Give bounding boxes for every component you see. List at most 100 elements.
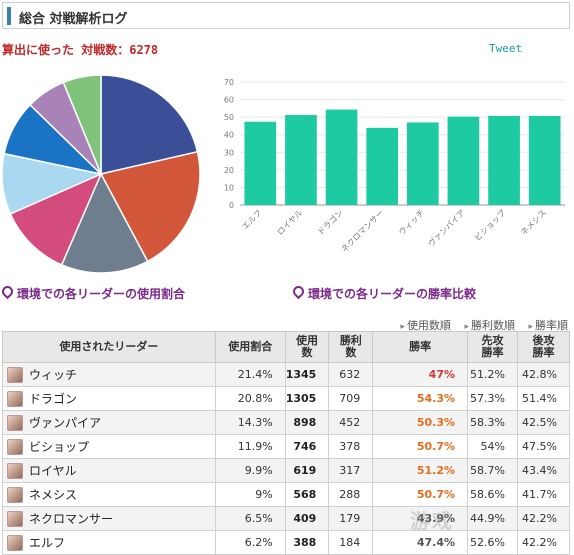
win-rate-cell: 50.7% — [372, 434, 469, 459]
x-tick-label: ネクロマンサー — [340, 208, 386, 254]
usage-share-cell: 14.3% — [214, 410, 286, 435]
win-count-cell: 179 — [328, 506, 374, 531]
win-count-cell: 632 — [328, 362, 374, 387]
usage-share-cell: 20.8% — [214, 386, 286, 411]
map-pin-icon — [0, 283, 16, 300]
bar-7[interactable] — [488, 115, 520, 205]
used-count-cell: 746 — [284, 434, 330, 459]
table-row[interactable]: ネメシス 9% 568 288 50.7% 58.6% 41.7% — [2, 482, 570, 507]
used-count-cell: 388 — [284, 530, 330, 555]
table-row[interactable]: ウィッチ 21.4% 1345 632 47% 51.2% 42.8% — [2, 362, 570, 387]
win-count-cell: 317 — [328, 458, 374, 483]
column-header-used[interactable]: 使用 数 — [284, 331, 330, 363]
y-tick-label: 40 — [224, 131, 234, 140]
usage-share-cell: 21.4% — [214, 362, 286, 387]
first-turn-rate-cell: 58.3% — [467, 410, 518, 435]
y-tick-label: 50 — [224, 113, 234, 122]
bar-3[interactable] — [325, 109, 358, 205]
y-tick-label: 10 — [224, 183, 234, 192]
usage-pie-chart — [1, 74, 201, 274]
x-tick-label: エルフ — [240, 208, 263, 231]
win-rate-cell: 54.3% — [372, 386, 469, 411]
win-count-cell: 288 — [328, 482, 374, 507]
first-turn-rate-cell: 58.7% — [467, 458, 518, 483]
table-row[interactable]: エルフ 6.2% 388 184 47.4% 52.6% 42.2% — [2, 530, 570, 555]
usage-share-cell: 9.9% — [214, 458, 286, 483]
win-rate-cell: 50.3% — [372, 410, 469, 435]
sort-by-usage[interactable]: 使用数順 — [400, 319, 451, 332]
bar-8[interactable] — [528, 115, 561, 205]
table-header-row: 使用されたリーダー 使用割合 使用 数 勝利 数 勝率 先攻 勝率 後攻 勝率 — [2, 331, 570, 363]
leader-name: ウィッチ — [29, 367, 78, 382]
used-count-cell: 1305 — [284, 386, 330, 411]
win-rate-cell: 47.4% — [372, 530, 469, 555]
win-rate-cell: 47% — [372, 362, 469, 387]
sort-options: 使用数順 勝利数順 勝率順 — [390, 317, 568, 333]
first-turn-rate-cell: 44.9% — [467, 506, 518, 531]
pie-slice-3[interactable] — [60, 172, 149, 274]
leader-avatar-icon — [7, 439, 23, 456]
leader-name-cell: ヴァンパイア — [2, 410, 216, 435]
title-bar: 総合 対戦解析ログ — [2, 2, 570, 29]
bar-5[interactable] — [406, 122, 439, 205]
column-header-leader[interactable]: 使用されたリーダー — [2, 331, 216, 363]
win-rate-cell: 51.2% — [372, 458, 469, 483]
winrate-caption-text: 環境での各リーダーの勝率比較 — [308, 287, 477, 301]
tweet-link[interactable]: Tweet — [489, 42, 523, 55]
winrate-chart-caption: 環境での各リーダーの勝率比較 — [290, 283, 477, 302]
watermark: 游戏 — [410, 509, 454, 533]
leader-avatar-icon — [7, 415, 23, 432]
used-count-cell: 1345 — [284, 362, 330, 387]
usage-share-cell: 6.5% — [214, 506, 286, 531]
map-pin-icon — [290, 283, 307, 300]
y-tick-label: 0 — [229, 201, 234, 210]
leader-avatar-icon — [7, 511, 23, 528]
table-row[interactable]: ドラゴン 20.8% 1305 709 54.3% 57.3% 51.4% — [2, 386, 570, 411]
leader-name-cell: ビショップ — [2, 434, 216, 459]
column-header-wins[interactable]: 勝利 数 — [328, 331, 374, 363]
y-tick-label: 30 — [224, 148, 234, 157]
usage-caption-text: 環境での各リーダーの使用割合 — [17, 287, 186, 301]
pie-slice-8[interactable] — [62, 74, 102, 175]
win-count-cell: 709 — [328, 386, 374, 411]
table-row[interactable]: ヴァンパイア 14.3% 898 452 50.3% 58.3% 42.5% — [2, 410, 570, 435]
table-row[interactable]: ロイヤル 9.9% 619 317 51.2% 58.7% 43.4% — [2, 458, 570, 483]
column-header-first-rate[interactable]: 先攻 勝率 — [467, 331, 518, 363]
leader-name: ドラゴン — [29, 391, 78, 406]
leader-name-cell: ネメシス — [2, 482, 216, 507]
table-row[interactable]: ネクロマンサー 6.5% 409 179 43.9% 44.9% 42.2% — [2, 506, 570, 531]
leader-name-cell: ロイヤル — [2, 458, 216, 483]
second-turn-rate-cell: 43.4% — [517, 458, 570, 483]
x-tick-label: ウィッチ — [397, 208, 426, 237]
win-count-cell: 378 — [328, 434, 374, 459]
x-tick-label: ビショップ — [473, 208, 508, 243]
second-turn-rate-cell: 51.4% — [517, 386, 570, 411]
x-tick-label: ロイヤル — [276, 208, 305, 237]
table-row[interactable]: ビショップ 11.9% 746 378 50.7% 54% 47.5% — [2, 434, 570, 459]
page-title: 総合 対戦解析ログ — [19, 12, 128, 27]
second-turn-rate-cell: 42.5% — [517, 410, 570, 435]
leader-name: ビショップ — [29, 439, 90, 454]
first-turn-rate-cell: 51.2% — [467, 362, 518, 387]
column-header-second-rate[interactable]: 後攻 勝率 — [517, 331, 570, 363]
pie-slice-2[interactable] — [99, 150, 201, 263]
title-accent-bar — [7, 7, 11, 25]
column-header-share[interactable]: 使用割合 — [214, 331, 286, 363]
sort-by-wins[interactable]: 勝利数順 — [464, 319, 515, 332]
sort-by-winrate[interactable]: 勝率順 — [528, 319, 568, 332]
pie-slice-1[interactable] — [100, 74, 199, 175]
bar-1[interactable] — [244, 121, 277, 205]
usage-share-cell: 6.2% — [214, 530, 286, 555]
bar-6[interactable] — [447, 116, 480, 205]
bar-4[interactable] — [366, 127, 399, 205]
second-turn-rate-cell: 42.2% — [517, 530, 570, 555]
used-count-cell: 409 — [284, 506, 330, 531]
bar-2[interactable] — [285, 115, 317, 205]
leader-avatar-icon — [7, 535, 23, 552]
usage-chart-caption: 環境での各リーダーの使用割合 — [0, 283, 186, 302]
column-header-winrate[interactable]: 勝率 — [372, 331, 469, 363]
pie-slice-4[interactable] — [9, 172, 103, 266]
second-turn-rate-cell: 41.7% — [517, 482, 570, 507]
table-body: ウィッチ 21.4% 1345 632 47% 51.2% 42.8% ドラゴン 20.8% 13… — [2, 362, 570, 555]
